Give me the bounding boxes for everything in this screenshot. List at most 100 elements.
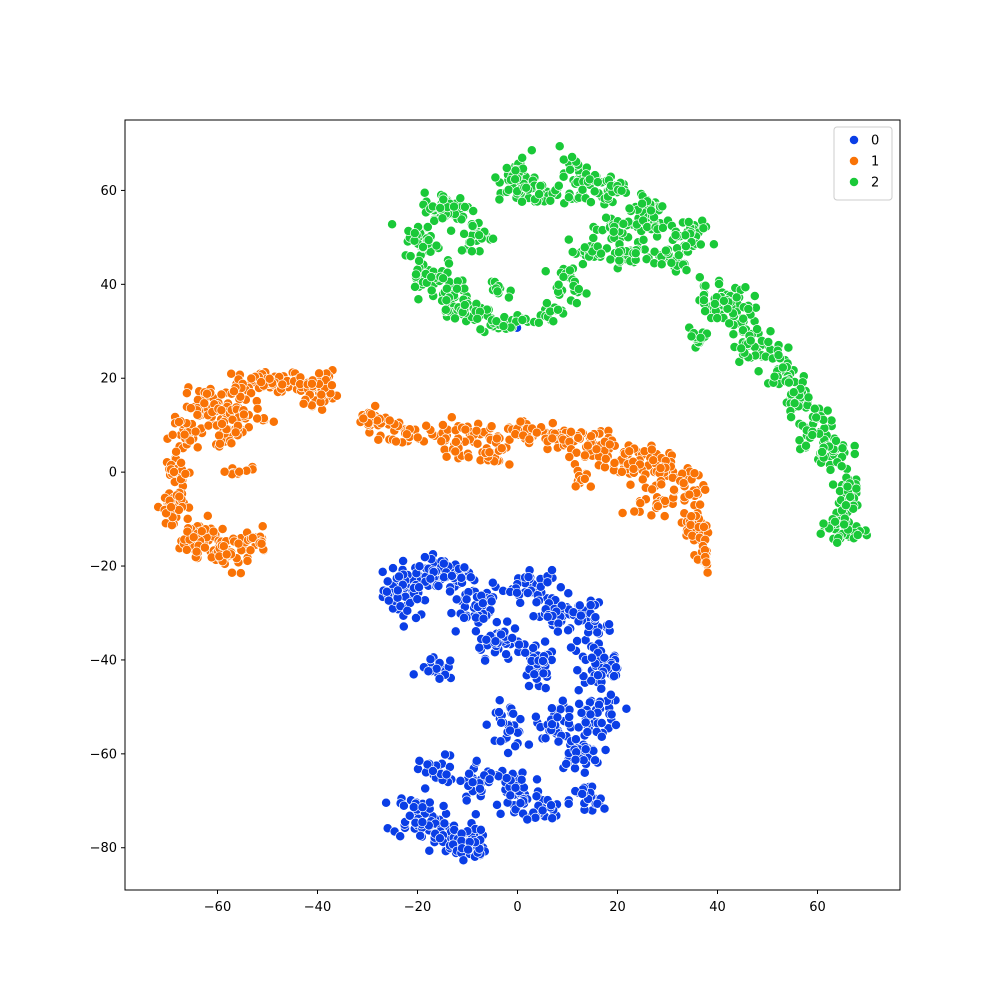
- data-point: [537, 805, 548, 816]
- data-point: [803, 392, 814, 403]
- data-point: [695, 332, 706, 343]
- data-point: [738, 313, 749, 324]
- data-point: [412, 432, 423, 443]
- data-point: [535, 181, 546, 191]
- data-point: [605, 254, 616, 265]
- data-point: [387, 219, 398, 230]
- data-point: [181, 388, 192, 399]
- data-point: [398, 621, 409, 632]
- y-tick-label: −20: [90, 560, 117, 575]
- data-point: [202, 388, 212, 399]
- legend-label: 0: [871, 134, 879, 149]
- data-point: [837, 443, 848, 454]
- data-point: [673, 250, 684, 261]
- x-tick-label: −60: [204, 900, 231, 915]
- data-point: [763, 337, 774, 347]
- data-point: [366, 409, 377, 420]
- data-point: [558, 154, 569, 165]
- data-point: [510, 623, 520, 634]
- data-point: [585, 709, 596, 720]
- data-point: [564, 452, 575, 462]
- data-point: [524, 681, 534, 691]
- data-point: [446, 608, 457, 619]
- data-point: [609, 671, 620, 682]
- data-point: [192, 409, 203, 420]
- data-point: [599, 803, 610, 814]
- data-point: [481, 719, 492, 730]
- y-tick-label: −40: [90, 653, 117, 668]
- data-point: [252, 413, 263, 424]
- data-point: [573, 685, 584, 696]
- data-point: [298, 398, 309, 409]
- data-point: [503, 184, 514, 195]
- data-point: [842, 481, 853, 492]
- data-point: [503, 292, 514, 303]
- data-point: [548, 316, 559, 327]
- y-tick-label: 60: [100, 184, 117, 199]
- data-point: [540, 636, 551, 647]
- data-point: [438, 801, 449, 811]
- data-point: [182, 513, 193, 524]
- data-point: [570, 754, 581, 765]
- data-point: [461, 594, 472, 605]
- data-point: [656, 259, 667, 270]
- legend-marker: [849, 135, 859, 145]
- data-point: [422, 759, 433, 770]
- data-point: [659, 511, 670, 522]
- data-point: [496, 443, 507, 454]
- data-point: [391, 436, 401, 447]
- data-point: [656, 479, 667, 490]
- data-point: [708, 239, 719, 250]
- data-point: [579, 242, 590, 253]
- data-point: [441, 283, 452, 294]
- data-point: [570, 734, 581, 745]
- data-point: [410, 281, 420, 292]
- data-point: [413, 294, 424, 305]
- data-point: [577, 184, 588, 195]
- data-point: [456, 245, 467, 256]
- data-point: [510, 741, 521, 752]
- data-point: [851, 483, 862, 494]
- data-point: [591, 444, 602, 455]
- data-point: [395, 831, 406, 842]
- data-point: [573, 284, 584, 295]
- points-layer: [153, 141, 872, 866]
- data-point: [238, 409, 249, 420]
- data-point: [252, 403, 263, 414]
- legend-marker: [849, 177, 859, 187]
- data-point: [425, 654, 436, 665]
- data-point: [801, 440, 811, 451]
- data-point: [531, 791, 542, 802]
- data-point: [382, 576, 393, 587]
- data-point: [216, 389, 227, 400]
- data-point: [208, 526, 219, 537]
- data-point: [203, 420, 214, 431]
- data-point: [471, 755, 482, 766]
- data-point: [678, 478, 689, 489]
- data-point: [600, 453, 611, 464]
- data-point: [188, 532, 199, 543]
- data-point: [573, 432, 584, 443]
- data-point: [532, 774, 542, 785]
- data-point: [492, 799, 502, 810]
- data-point: [753, 366, 764, 377]
- data-point: [574, 600, 585, 611]
- data-point: [578, 671, 589, 682]
- data-point: [849, 449, 860, 459]
- data-point: [701, 557, 712, 568]
- data-point: [417, 817, 428, 828]
- data-point: [546, 703, 557, 714]
- data-point: [582, 727, 593, 737]
- data-point: [686, 331, 697, 342]
- data-point: [530, 812, 541, 823]
- data-point: [494, 194, 505, 205]
- data-point: [517, 196, 527, 207]
- x-tick-label: 60: [809, 900, 826, 915]
- data-point: [459, 202, 470, 212]
- data-point: [647, 484, 658, 495]
- data-point: [752, 324, 763, 335]
- data-point: [655, 463, 666, 474]
- data-point: [608, 226, 619, 237]
- data-point: [481, 634, 492, 645]
- data-point: [510, 782, 521, 793]
